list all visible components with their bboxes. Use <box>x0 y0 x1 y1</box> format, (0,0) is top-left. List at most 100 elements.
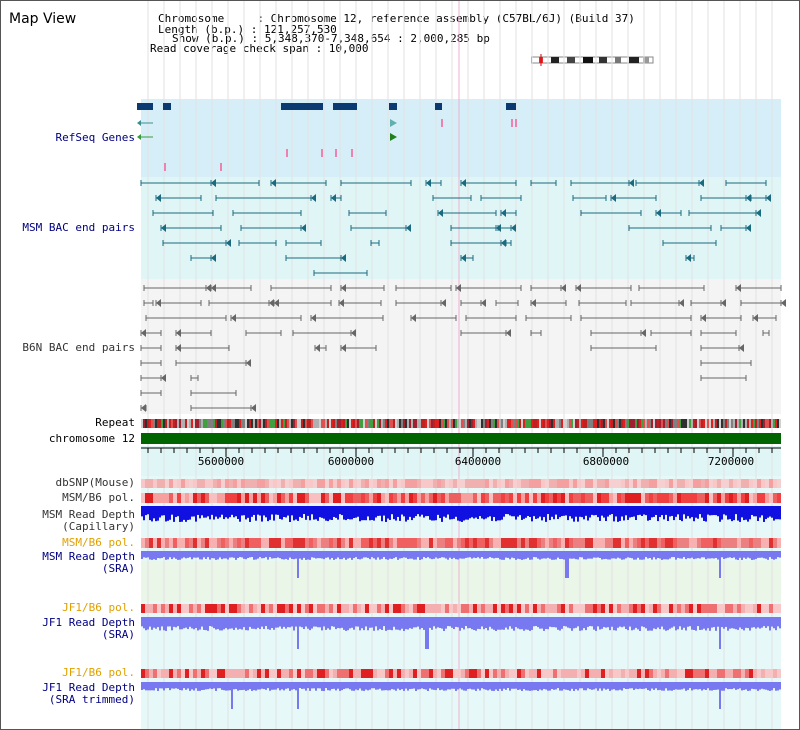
position-axis: 5600000 6000000 6400000 6800000 7200000 <box>141 447 781 468</box>
jf1-pol-cell <box>305 669 309 678</box>
msm-pol2-cell <box>657 538 661 548</box>
msm-depth-bar <box>363 506 365 521</box>
jf1-trim-bar <box>649 682 651 691</box>
msm-pol-cell <box>501 493 505 503</box>
msm-sra-bar <box>431 551 433 560</box>
jf1-depth-bar <box>185 617 187 628</box>
jf1-trim-bar <box>307 682 309 689</box>
jf1-trim-bar <box>641 682 643 689</box>
repeat-element <box>231 419 233 428</box>
msm-sra-bar <box>299 551 301 559</box>
repeat-element <box>707 419 709 428</box>
dbsnp-cell <box>225 479 229 488</box>
refseq-genes-track[interactable] <box>137 103 517 171</box>
jf1-depth-bar <box>359 617 361 631</box>
repeat-element <box>149 419 151 428</box>
jf1-pol-cell <box>349 669 353 678</box>
jf1-trim-bar <box>157 682 159 691</box>
repeat-element <box>329 419 331 428</box>
msm-depth-bar <box>779 506 781 520</box>
msm-sra-bar <box>763 551 765 559</box>
repeat-element <box>679 419 681 428</box>
jf1-trim-bar <box>685 682 687 691</box>
jf1-trim-bar <box>619 682 621 690</box>
msm-sra-bar <box>261 551 263 559</box>
jf1-pol-cell <box>557 669 561 678</box>
jf1-trim-bar <box>349 682 351 690</box>
dbsnp-label: dbSNP(Mouse) <box>55 476 135 489</box>
repeat-element <box>687 419 689 428</box>
msm-pol-cell <box>713 493 717 503</box>
repeat-element <box>337 419 339 428</box>
jf1-depth-bar <box>635 617 637 628</box>
jf1-pol-cell <box>173 669 177 678</box>
msm-sra-bar <box>371 551 373 558</box>
chromosome-ideogram[interactable] <box>531 54 655 66</box>
jf1-pol-cell <box>633 669 637 678</box>
jf1-depth-bar <box>237 617 239 630</box>
jf1-pol-cell <box>725 669 729 678</box>
msm-depth-bar <box>695 506 697 518</box>
msm-pol-cell <box>617 493 621 503</box>
msm-bac-track[interactable] <box>140 179 771 276</box>
msm-depth-bar <box>773 506 775 521</box>
b6n-bac-track[interactable] <box>140 284 786 412</box>
jf1-pol-cell <box>685 669 689 678</box>
jf1-depth-bar <box>665 617 667 631</box>
msm-depth-bar <box>185 506 187 522</box>
msm-depth-bar <box>349 506 351 520</box>
repeat-track[interactable] <box>141 419 781 428</box>
jf1-trim-bar <box>495 682 497 690</box>
jf1-pol-cell <box>589 604 593 613</box>
b6n-bac-pair-arrow <box>141 404 146 412</box>
jf1-depth-bar <box>357 617 359 627</box>
jf1-trim-bar <box>211 682 213 690</box>
msm-sra-bar <box>503 551 505 560</box>
msm-depth-bar <box>647 506 649 521</box>
jf1-trim-bar <box>413 682 415 689</box>
jf1-depth-bar <box>709 617 711 631</box>
repeat-element <box>365 419 367 428</box>
repeat-element <box>249 419 251 428</box>
msm-pol2-cell <box>169 538 173 548</box>
msm-depth-bar <box>411 506 413 521</box>
dbsnp-cell <box>261 479 265 488</box>
jf1-pol-cell <box>561 669 565 678</box>
repeat-element <box>719 419 721 428</box>
jf1-depth-bar <box>497 617 499 630</box>
msm-sra-bar <box>719 551 721 578</box>
msm-depth-bar <box>421 506 423 515</box>
variation-tracks[interactable] <box>141 479 781 709</box>
jf1-trim-bar <box>213 682 215 689</box>
jf1-pol-cell <box>577 604 581 613</box>
jf1-depth-bar <box>585 617 587 631</box>
msm-depth-bar <box>555 506 557 515</box>
jf1-trim-bar <box>475 682 477 691</box>
jf1-depth-bar <box>541 617 543 629</box>
repeat-element <box>721 419 723 428</box>
jf1-pol-cell <box>585 669 589 678</box>
msm-pol-cell <box>225 493 229 503</box>
repeat-element <box>447 419 449 428</box>
jf1-trim-bar <box>703 682 705 690</box>
jf1-trim-bar <box>675 682 677 690</box>
msm-pol2-cell <box>269 538 273 548</box>
msm-pol2-cell <box>733 538 737 548</box>
jf1-depth-bar <box>315 617 317 627</box>
repeat-element <box>583 419 585 428</box>
jf1-pol-cell <box>533 669 537 678</box>
jf1-depth-bar <box>273 617 275 630</box>
dbsnp-cell <box>537 479 541 488</box>
jf1-depth-bar <box>293 617 295 631</box>
msm-depth-bar <box>413 506 415 518</box>
b6n-bac-pair-arrow <box>274 299 279 307</box>
jf1-depth-bar <box>441 617 443 629</box>
msm-depth-bar <box>531 506 533 522</box>
dbsnp-cell <box>397 479 401 488</box>
jf1-trim-bar <box>491 682 493 691</box>
jf1-pol-cell <box>649 669 653 678</box>
repeat-element <box>463 419 465 428</box>
msm-pol2-cell <box>761 538 765 548</box>
jf1-depth-bar <box>419 617 421 630</box>
